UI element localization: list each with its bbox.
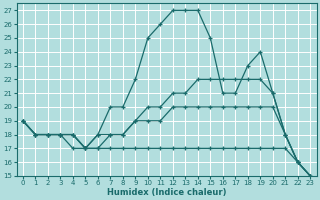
X-axis label: Humidex (Indice chaleur): Humidex (Indice chaleur) — [107, 188, 226, 197]
